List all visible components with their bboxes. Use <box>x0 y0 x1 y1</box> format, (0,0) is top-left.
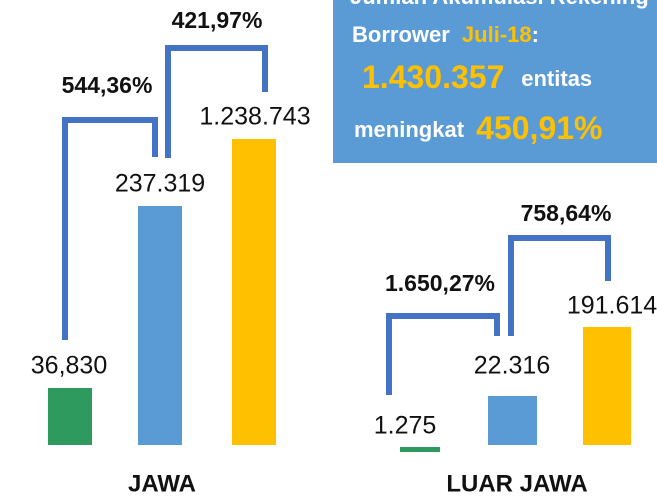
group-label: LUAR JAWA <box>446 470 587 496</box>
bar-label: 1.238.743 <box>199 103 310 131</box>
info-text: Borrower <box>352 22 450 47</box>
growth-bracket <box>386 313 500 395</box>
bar <box>48 388 92 445</box>
group-label: JAWA <box>128 470 196 496</box>
growth-bracket <box>165 45 268 158</box>
bar-label: 237.319 <box>115 170 205 198</box>
info-line: meningkat 450,91% <box>354 110 602 146</box>
bar <box>138 206 182 445</box>
info-text: meningkat <box>354 117 465 142</box>
growth-label: 1.650,27% <box>385 270 495 296</box>
info-increase: 450,91% <box>476 110 602 146</box>
bar <box>232 139 276 445</box>
bar-label: 1.275 <box>374 412 437 440</box>
growth-label: 758,64% <box>521 200 612 226</box>
growth-label: 421,97% <box>172 7 263 33</box>
bar-label: 191.614 <box>567 292 657 320</box>
bar <box>400 447 440 452</box>
info-box <box>333 0 657 163</box>
bar <box>488 396 537 445</box>
info-line: Borrower Juli-18: <box>352 22 539 47</box>
info-text: : <box>532 22 539 47</box>
bar <box>583 327 631 445</box>
bar-label: 22.316 <box>474 352 550 380</box>
bar-label: 36,830 <box>31 352 107 380</box>
info-period: Juli-18 <box>462 22 532 47</box>
info-text: entitas <box>521 66 592 91</box>
growth-label: 544,36% <box>62 72 153 98</box>
info-line: Jumlah Akumulasi Rekening <box>350 0 649 9</box>
info-line: 1.430.357 entitas <box>362 59 592 95</box>
growth-bracket <box>62 117 158 340</box>
growth-bracket <box>508 235 611 336</box>
info-total: 1.430.357 <box>362 59 504 95</box>
